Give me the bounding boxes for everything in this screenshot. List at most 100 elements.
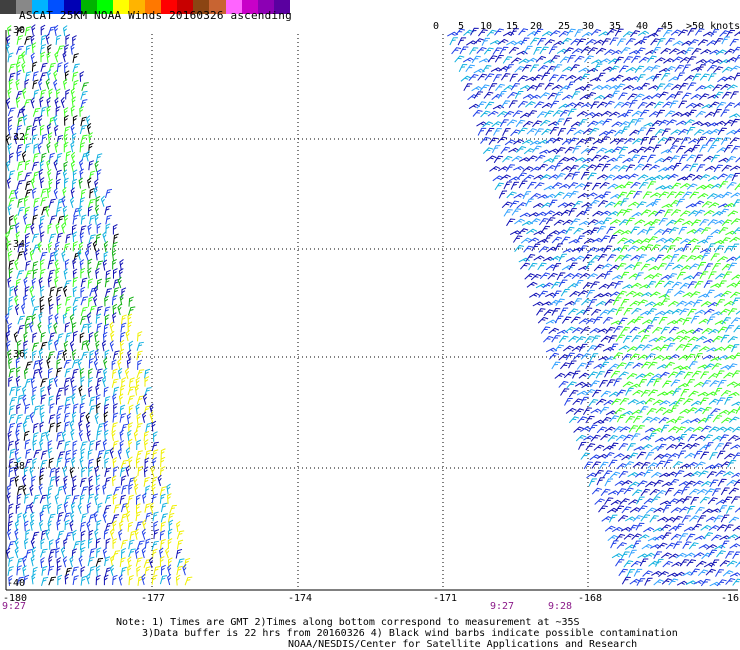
wind-barb bbox=[621, 126, 630, 135]
wind-barb bbox=[558, 156, 570, 163]
wind-barb bbox=[64, 421, 70, 432]
legend-swatch bbox=[64, 0, 81, 14]
wind-barb bbox=[599, 461, 609, 470]
wind-barb bbox=[690, 93, 702, 100]
wind-barb bbox=[643, 372, 655, 379]
wind-barb bbox=[54, 97, 59, 109]
wind-barb bbox=[121, 314, 127, 325]
wind-barb bbox=[620, 230, 632, 236]
wind-barb bbox=[482, 147, 494, 154]
wind-barb bbox=[694, 353, 703, 362]
wind-barb bbox=[113, 268, 118, 279]
wind-barb bbox=[640, 461, 651, 470]
wind-barb bbox=[526, 228, 538, 235]
wind-barb bbox=[685, 353, 696, 361]
wind-barb bbox=[688, 39, 699, 46]
wind-barb bbox=[541, 202, 552, 209]
wind-barb bbox=[86, 122, 92, 135]
wind-barb bbox=[482, 65, 492, 73]
wind-barb bbox=[97, 449, 105, 460]
wind-barb bbox=[594, 163, 605, 171]
wind-barb bbox=[607, 534, 619, 541]
wind-barb bbox=[104, 314, 110, 325]
wind-barb bbox=[653, 228, 665, 236]
wind-barb bbox=[38, 277, 43, 289]
wind-barb bbox=[88, 440, 95, 450]
wind-barb bbox=[676, 329, 688, 335]
wind-barb bbox=[79, 315, 88, 325]
wind-barb bbox=[647, 32, 659, 38]
wind-barb bbox=[31, 394, 36, 406]
wind-barb bbox=[724, 396, 733, 405]
wind-barb bbox=[168, 519, 174, 531]
wind-barb bbox=[7, 142, 12, 155]
wind-barb bbox=[128, 456, 133, 468]
wind-barb bbox=[674, 64, 685, 73]
wind-barb bbox=[697, 261, 707, 270]
wind-barb bbox=[600, 110, 612, 117]
wind-barb bbox=[684, 74, 696, 82]
wind-barb bbox=[63, 62, 69, 73]
wind-barb bbox=[684, 173, 696, 181]
wind-barb bbox=[23, 574, 30, 585]
wind-barb bbox=[647, 462, 659, 469]
legend-swatch bbox=[80, 0, 97, 14]
wind-barb bbox=[24, 133, 29, 144]
time-label: 9:28 bbox=[548, 601, 573, 612]
wind-barb bbox=[580, 171, 590, 180]
wind-barb bbox=[7, 430, 13, 442]
wind-barb bbox=[629, 300, 641, 307]
wind-barb bbox=[128, 574, 134, 586]
wind-barb bbox=[644, 325, 654, 333]
wind-barb bbox=[24, 71, 32, 81]
wind-barb bbox=[674, 442, 685, 450]
wind-barb bbox=[25, 232, 30, 244]
wind-barb bbox=[670, 29, 682, 36]
wind-barb bbox=[551, 182, 563, 189]
wind-barb bbox=[701, 227, 711, 235]
wind-barb bbox=[620, 47, 631, 55]
wind-barb bbox=[16, 124, 23, 135]
wind-barb bbox=[616, 138, 627, 145]
wind-barb bbox=[659, 344, 670, 352]
wind-barb bbox=[72, 231, 78, 243]
wind-barb bbox=[642, 570, 653, 577]
wind-barb bbox=[678, 533, 689, 541]
wind-barb bbox=[655, 185, 667, 190]
wind-barb bbox=[721, 91, 732, 99]
wind-barb bbox=[703, 58, 715, 65]
wind-barb bbox=[552, 109, 563, 117]
wind-barb bbox=[71, 495, 80, 504]
wind-barb bbox=[691, 48, 702, 56]
wind-barb bbox=[627, 471, 639, 478]
wind-barb bbox=[118, 574, 123, 586]
wind-barb bbox=[560, 288, 570, 297]
wind-barb bbox=[492, 74, 502, 82]
wind-barb bbox=[717, 76, 729, 83]
wind-barb bbox=[25, 458, 33, 468]
wind-barb bbox=[112, 538, 118, 549]
wind-barb bbox=[659, 245, 670, 252]
wind-barb bbox=[14, 520, 20, 532]
wind-barb bbox=[694, 280, 704, 289]
wind-barb bbox=[144, 387, 152, 397]
wind-barb bbox=[30, 555, 35, 567]
wind-barb bbox=[599, 181, 610, 189]
wind-barb bbox=[585, 415, 595, 424]
wind-barb bbox=[689, 515, 700, 522]
wind-barb bbox=[127, 321, 133, 333]
wind-barb bbox=[598, 283, 610, 290]
wind-barb bbox=[25, 322, 30, 334]
wind-barb bbox=[167, 493, 172, 504]
wind-barb bbox=[508, 100, 518, 108]
wind-barb bbox=[532, 74, 543, 82]
wind-barb bbox=[600, 361, 609, 370]
wind-barb bbox=[572, 398, 583, 406]
wind-barb bbox=[103, 529, 110, 540]
wind-barb bbox=[713, 193, 725, 200]
wind-barb bbox=[652, 73, 662, 82]
wind-barb bbox=[557, 74, 567, 82]
wind-barb bbox=[119, 339, 125, 351]
wind-barb bbox=[697, 193, 709, 199]
wind-barb bbox=[94, 349, 100, 361]
